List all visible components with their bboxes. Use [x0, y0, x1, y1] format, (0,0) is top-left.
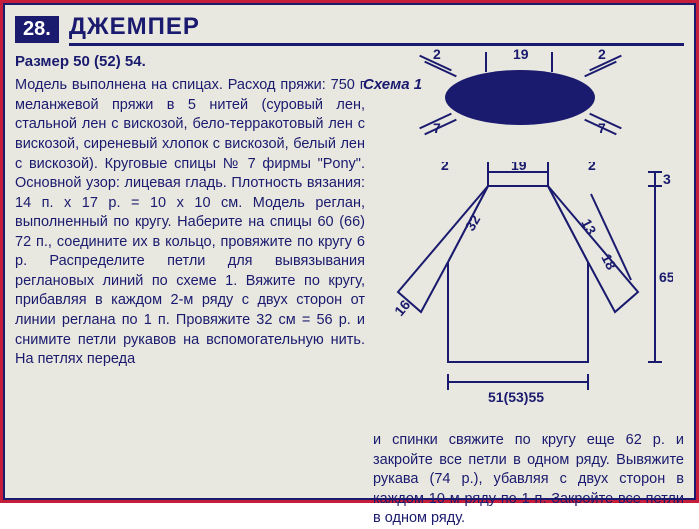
body-text: Модель выполнена на спицах. Расход пряжи… [15, 76, 365, 369]
pattern-title: ДЖЕМПЕР [69, 13, 684, 46]
d1-top-right: 2 [598, 46, 606, 62]
size-line: Размер 50 (52) 54. [15, 52, 365, 72]
d1-top-left: 2 [433, 46, 441, 62]
d1-top-center: 19 [513, 46, 529, 62]
sw-body-h: 65 [659, 269, 673, 285]
neckline-ellipse [445, 70, 595, 125]
sw-collar-h: 3 [663, 171, 671, 187]
bottom-text: и спинки свяжите по кругу еще 62 р. и за… [373, 431, 684, 529]
pattern-number: 28. [15, 16, 59, 43]
sw-neck-center: 19 [511, 162, 527, 173]
sweater-schematic: 2 19 2 32 18 13 16 3 65 51(53)55 [373, 162, 673, 422]
schema-label: Схема 1 [363, 76, 422, 93]
sw-neck-right: 2 [588, 162, 596, 173]
schema-diagram: Схема 1 2 19 2 7 7 [373, 52, 684, 152]
sw-neck-left: 2 [441, 162, 449, 173]
sw-bottom-width: 51(53)55 [488, 389, 544, 405]
